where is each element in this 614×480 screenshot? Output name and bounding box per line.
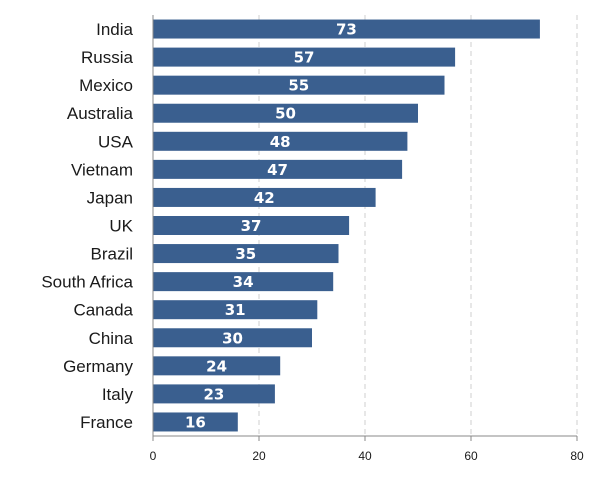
value-label-japan: 42 [254,189,275,207]
x-tick-label-80: 80 [570,449,584,463]
value-label-germany: 24 [206,357,227,375]
bar-australia [153,103,418,123]
x-tick-label-0: 0 [150,449,157,463]
value-label-france: 16 [185,413,206,431]
category-label-mexico: Mexico [79,76,133,95]
category-label-india: India [96,20,133,39]
bar-vietnam [153,159,403,179]
value-label-canada: 31 [225,301,246,319]
x-tick-label-60: 60 [464,449,478,463]
bar-italy [153,384,275,404]
x-axis: 0 20 40 60 80 [150,15,584,463]
category-labels: India Russia Mexico Australia USA Vietnam Japa… [41,20,133,432]
bar-china [153,328,312,348]
value-label-india: 73 [336,21,357,39]
category-label-china: China [89,329,134,348]
bar-germany [153,356,281,376]
bar-russia [153,47,456,67]
value-label-australia: 50 [275,105,296,123]
category-label-canada: Canada [73,301,133,320]
bar-india [153,19,540,39]
category-label-russia: Russia [81,48,134,67]
value-label-mexico: 55 [288,77,309,95]
x-tick-label-20: 20 [252,449,266,463]
bar-japan [153,187,376,207]
value-label-russia: 57 [294,49,315,67]
category-label-vietnam: Vietnam [71,160,133,179]
bar-france [153,412,238,432]
category-label-uk: UK [109,217,133,236]
value-label-vietnam: 47 [267,161,288,179]
bar-uk [153,216,350,235]
category-label-australia: Australia [67,104,134,123]
value-label-usa: 48 [270,133,291,151]
category-label-brazil: Brazil [90,245,133,264]
bars: 73 57 55 50 48 47 42 37 35 34 31 30 24 23 16 [153,19,540,432]
category-label-italy: Italy [102,385,134,404]
bar-brazil [153,244,339,264]
value-label-italy: 23 [204,385,225,403]
category-label-south-africa: South Africa [41,273,133,292]
bar-mexico [153,75,445,95]
value-label-south-africa: 34 [233,273,254,291]
bar-usa [153,131,408,151]
value-label-china: 30 [222,329,243,347]
category-label-japan: Japan [87,188,133,207]
x-tick-label-40: 40 [358,449,372,463]
bar-south-africa [153,272,334,292]
value-label-brazil: 35 [235,245,256,263]
bar-canada [153,300,318,320]
category-label-usa: USA [98,132,134,151]
category-label-germany: Germany [63,357,133,376]
value-label-uk: 37 [241,217,262,235]
category-label-france: France [80,413,133,432]
